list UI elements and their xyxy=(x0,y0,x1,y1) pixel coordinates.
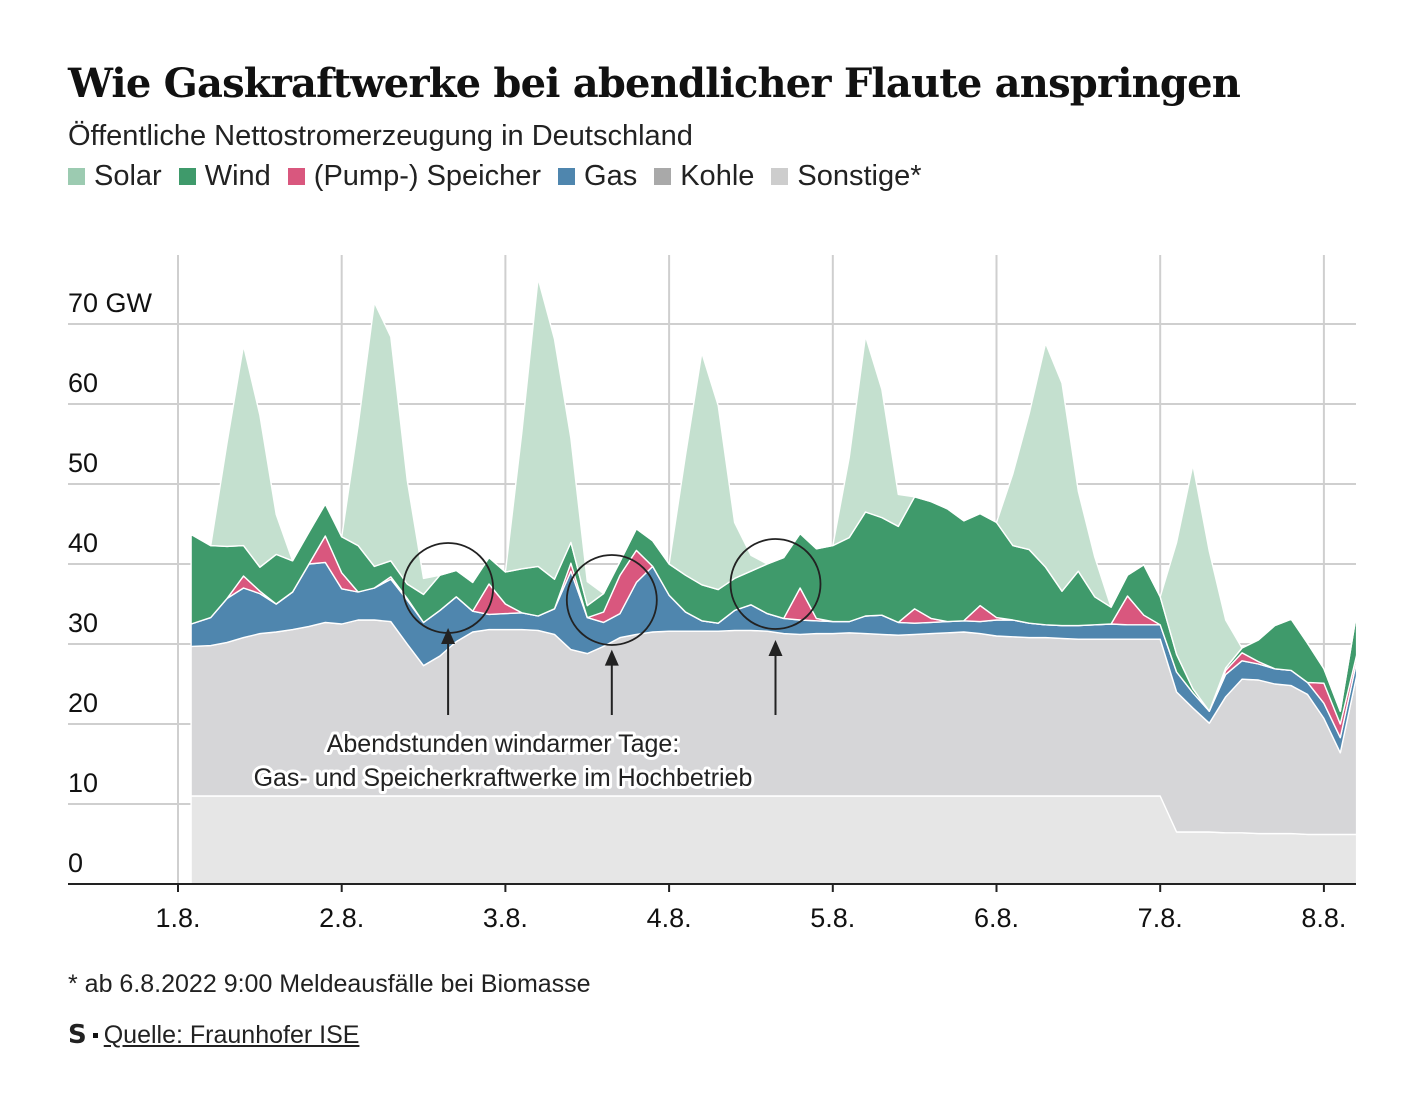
annotation-circle xyxy=(565,554,658,646)
legend-item-speicher: (Pump-) Speicher xyxy=(287,160,542,193)
legend-label-wind: Wind xyxy=(204,160,271,192)
source-line: S Quelle: Fraunhofer ISE xyxy=(68,1020,359,1050)
legend-label-speicher: (Pump-) Speicher xyxy=(313,160,542,192)
y-tick-label: 50 xyxy=(68,448,98,478)
y-tick-label: 40 xyxy=(68,528,98,558)
legend-swatch-solar xyxy=(68,168,85,185)
axes: 1.8. 2.8. 3.8. 4.8. 5.8. 6.8. 7.8. 8.8. 0 10 20 30 4… xyxy=(68,288,1356,933)
stacked-area-chart: Abendstunden windarmer Tage: Gas- und Spe… xyxy=(68,255,1358,933)
legend-label-gas: Gas xyxy=(584,160,638,192)
x-tick-label: 8.8. xyxy=(1301,903,1346,933)
x-tick-label: 1.8. xyxy=(155,903,200,933)
legend-item-gas: Gas xyxy=(558,160,637,193)
chart-title: Wie Gaskraftwerke bei abendlicher Flaute… xyxy=(68,60,1241,107)
x-tick-label: 7.8. xyxy=(1138,903,1183,933)
annotation-text: Abendstunden windarmer Tage: xyxy=(327,730,680,758)
annotation-arrowhead xyxy=(441,628,456,644)
legend-label-solar: Solar xyxy=(94,160,162,192)
series-areas xyxy=(190,277,1358,885)
annotation-circle xyxy=(729,538,822,630)
chart-subtitle: Öffentliche Nettostromerzeugung in Deuts… xyxy=(68,120,693,152)
legend-swatch-speicher xyxy=(287,168,305,185)
source-link[interactable]: Quelle: Fraunhofer ISE xyxy=(103,1020,360,1049)
footnote: * ab 6.8.2022 9:00 Meldeausfälle bei Bio… xyxy=(68,970,591,998)
y-tick-label: 20 xyxy=(68,688,98,718)
y-tick-label: 0 xyxy=(68,848,83,878)
x-tick-label: 5.8. xyxy=(810,903,855,933)
x-tick-label: 3.8. xyxy=(483,903,528,933)
annotation-arrowhead xyxy=(604,649,619,666)
y-tick-label: 70 GW xyxy=(68,288,153,318)
legend-item-kohle: Kohle xyxy=(654,160,754,193)
legend-swatch-gas xyxy=(558,168,576,185)
legend-swatch-kohle xyxy=(654,168,672,185)
legend-swatch-wind xyxy=(178,168,196,185)
legend-swatch-sonstige xyxy=(771,168,789,185)
legend-label-kohle: Kohle xyxy=(680,160,755,192)
legend-item-sonstige: Sonstige* xyxy=(771,160,922,193)
y-tick-label: 30 xyxy=(68,608,98,638)
y-tick-label: 10 xyxy=(68,768,98,798)
x-tick-label: 6.8. xyxy=(974,903,1019,933)
legend-item-solar: Solar xyxy=(68,160,162,193)
area-solar xyxy=(190,277,1358,712)
legend-label-sonstige: Sonstige* xyxy=(797,160,922,192)
separator-dot xyxy=(92,1032,98,1038)
legend: Solar Wind (Pump-) Speicher Gas Kohle So… xyxy=(68,160,939,193)
x-tick-label: 2.8. xyxy=(319,903,364,933)
legend-item-wind: Wind xyxy=(178,160,271,193)
annotation-arrowhead xyxy=(768,640,783,656)
x-tick-label: 4.8. xyxy=(647,903,692,933)
annotations: Abendstunden windarmer Tage: Gas- und Spe… xyxy=(251,538,822,795)
publisher-logo: S xyxy=(68,1020,87,1050)
annotation-text: Gas- und Speicherkraftwerke im Hochbetri… xyxy=(254,764,753,792)
y-tick-label: 60 xyxy=(68,368,98,398)
